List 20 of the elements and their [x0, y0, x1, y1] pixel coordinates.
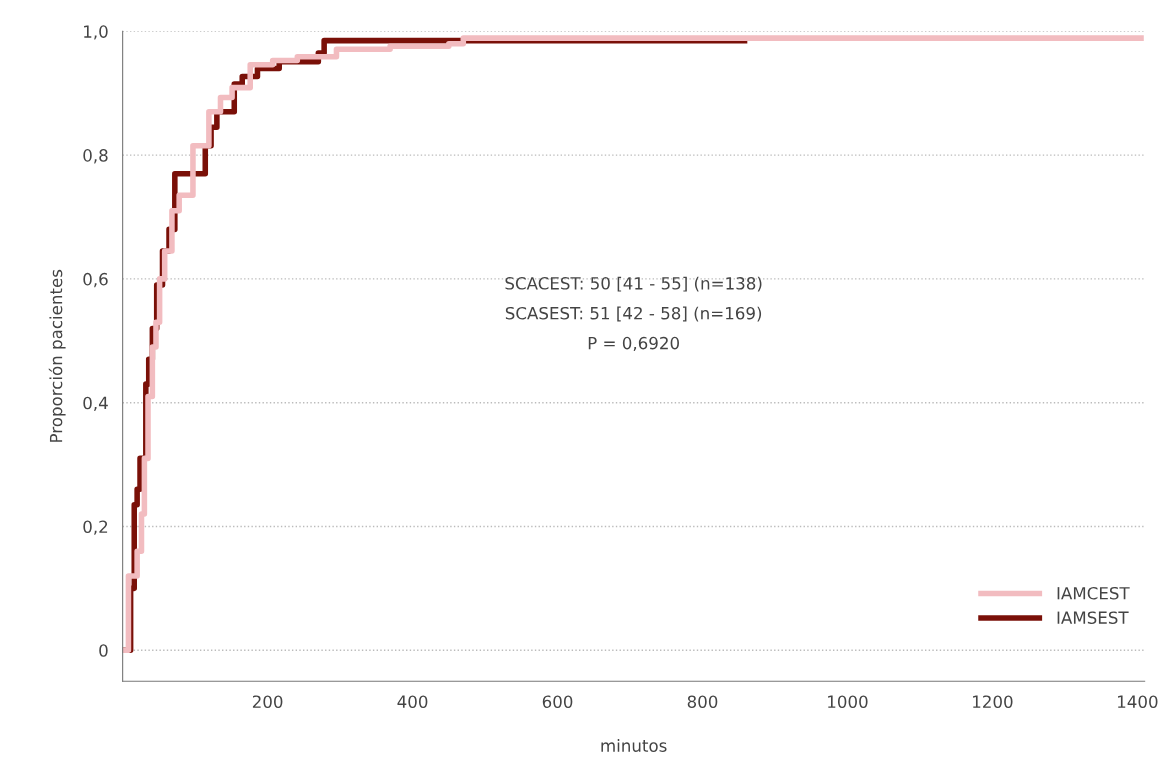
- legend-label: IAMSEST: [1057, 611, 1129, 624]
- x-tick-label: 1400: [1118, 695, 1158, 708]
- x-tick-label: 800: [687, 695, 718, 708]
- annotation: P = 0,6920: [588, 336, 679, 352]
- annotation: SCACEST: 50 [41 - 55] (n=138): [505, 276, 762, 292]
- y-tick-label: 0,8: [83, 149, 108, 164]
- x-tick-label: 400: [397, 695, 428, 708]
- x-axis-title: minutos: [601, 739, 667, 752]
- y-tick-label: 1,0: [84, 25, 108, 40]
- x-tick-label: 1200: [973, 695, 1013, 708]
- x-tick-label: 600: [542, 695, 573, 708]
- y-tick-label: 0,6: [83, 272, 108, 288]
- y-tick-label: 0,2: [83, 520, 108, 535]
- y-tick-label: 0,4: [83, 396, 108, 411]
- y-tick-label: 0: [99, 644, 108, 657]
- y-axis-title: Proporción pacientes: [48, 269, 66, 442]
- annotation: SCASEST: 51 [42 - 58] (n=169): [505, 306, 762, 322]
- legend-label: IAMCEST: [1057, 586, 1130, 600]
- x-tick-label: 200: [252, 695, 283, 708]
- x-tick-label: 1000: [828, 695, 868, 708]
